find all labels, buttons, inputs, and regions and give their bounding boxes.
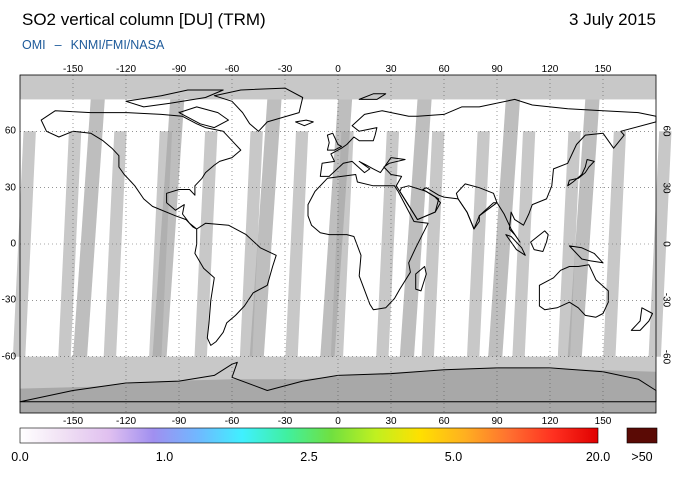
swath-overlap	[399, 99, 432, 357]
swath-overlap	[249, 99, 282, 357]
credit-line: OMI – KNMI/FMI/NASA	[22, 38, 164, 52]
new-zealand-coastline	[630, 307, 653, 331]
longitude-tick-label: 150	[594, 416, 612, 427]
antarctica-coastline	[19, 361, 657, 403]
swath-overlap	[320, 99, 353, 357]
longitude-tick-label: -60	[224, 416, 240, 427]
india-coastline	[455, 183, 498, 230]
latitude-tick-label: 30	[4, 182, 16, 194]
longitude-tick-label: -30	[277, 416, 293, 427]
latitude-tick-label: 0	[10, 238, 16, 250]
legend-tick-label: 0.0	[11, 450, 29, 464]
japan-coastline	[567, 159, 595, 187]
new-guinea-coastline	[568, 245, 604, 264]
iceland-coastline	[295, 119, 314, 127]
legend-tick-label: 20.0	[585, 450, 611, 464]
latitude-tick-label: 60	[4, 125, 16, 137]
arabia-coastline	[399, 185, 440, 221]
longitude-tick-label: 120	[541, 416, 559, 427]
credit-instrument: OMI	[22, 38, 46, 52]
swath-overlap	[73, 99, 105, 357]
longitude-tick-label: 0	[335, 64, 341, 75]
south-america-coastline	[194, 222, 277, 346]
swath-gap	[421, 131, 445, 357]
swath-gap	[376, 131, 400, 357]
swath-overlap	[152, 99, 185, 357]
latitude-tick-label: -60	[1, 351, 16, 363]
longitude-tick-label: 90	[491, 64, 503, 75]
sumatra-coastline	[505, 234, 526, 256]
legend-tick-label: 2.5	[300, 450, 318, 464]
longitude-tick-label: 60	[438, 64, 450, 75]
madagascar-coastline	[415, 266, 427, 292]
longitude-tick-label: 120	[541, 64, 559, 75]
swath-gap	[648, 131, 672, 357]
swath-gap	[557, 131, 581, 357]
date-label: 3 July 2015	[569, 10, 656, 29]
legend-tick-label: 1.0	[155, 450, 174, 464]
longitude-tick-label: -120	[115, 64, 137, 75]
eurasia-coastline	[319, 98, 657, 243]
longitude-tick-label: -90	[171, 416, 187, 427]
map-frame	[19, 74, 657, 414]
longitude-tick-label: 30	[385, 416, 397, 427]
greenland-coastline	[213, 87, 304, 132]
swath-gap	[239, 131, 263, 357]
longitude-tick-label: -30	[277, 64, 293, 75]
credit-institutions: KNMI/FMI/NASA	[70, 38, 165, 52]
longitude-tick-label: -90	[171, 64, 187, 75]
longitude-tick-label: -150	[62, 64, 84, 75]
longitude-tick-label: 60	[438, 416, 450, 427]
borneo-coastline	[530, 230, 549, 252]
svalbard-coastline	[358, 93, 387, 100]
uk-coastline	[326, 132, 342, 151]
longitude-tick-label: 30	[385, 64, 397, 75]
arctic-islands-coastline	[125, 89, 224, 108]
colorbar-gradient	[19, 427, 599, 444]
longitude-tick-label: -150	[62, 416, 84, 427]
longitude-tick-label: -120	[115, 416, 137, 427]
swath-overlap	[488, 99, 520, 357]
longitude-tick-label: 0	[335, 416, 341, 427]
north-america-coastline	[40, 110, 242, 230]
colorbar-overflow-box	[626, 427, 658, 444]
map-title: SO2 vertical column [DU] (TRM)	[22, 10, 266, 29]
credit-dash: –	[54, 38, 62, 52]
legend-tick-label: >50	[631, 450, 653, 464]
africa-coastline	[307, 174, 429, 311]
longitude-tick-label: -60	[224, 64, 240, 75]
baffin-coastline	[178, 106, 229, 129]
longitude-tick-label: 90	[491, 416, 503, 427]
australia-coastline	[538, 264, 609, 318]
latitude-tick-label: -30	[1, 294, 16, 306]
longitude-tick-label: 150	[594, 64, 612, 75]
legend-tick-label: 5.0	[444, 450, 463, 464]
swath-gap	[512, 131, 536, 357]
